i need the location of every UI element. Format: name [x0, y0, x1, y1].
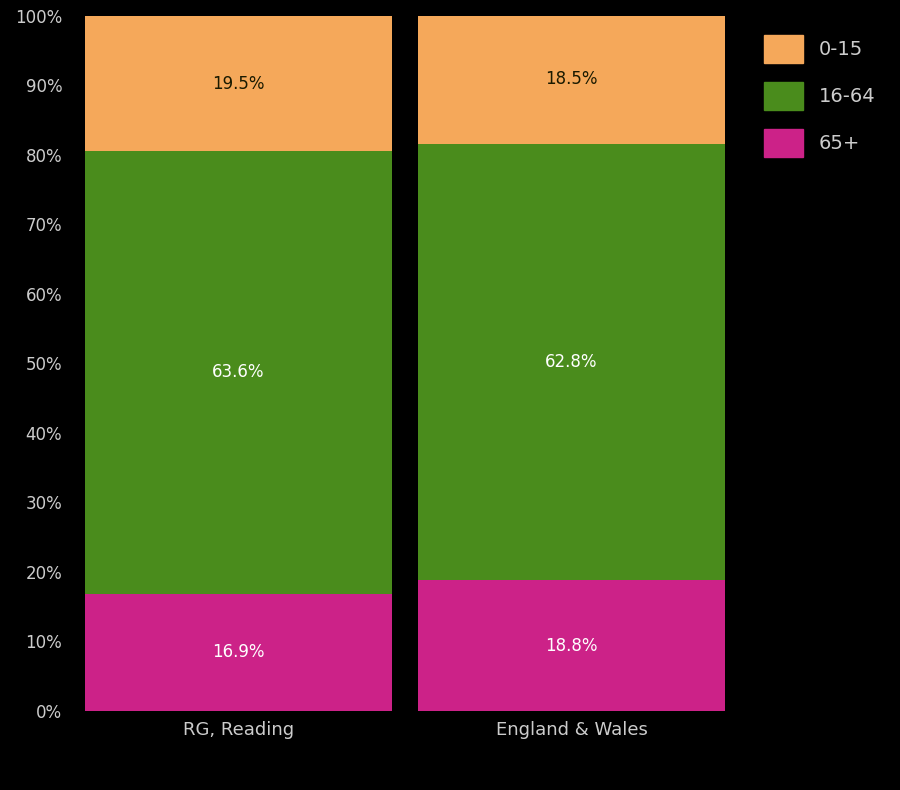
- Bar: [86, 152, 392, 593]
- Bar: [418, 581, 724, 711]
- Text: 19.5%: 19.5%: [212, 74, 265, 92]
- Bar: [86, 16, 392, 152]
- Bar: [86, 593, 392, 711]
- Legend: 0-15, 16-64, 65+: 0-15, 16-64, 65+: [754, 25, 885, 167]
- Text: 62.8%: 62.8%: [545, 353, 598, 371]
- Bar: [418, 15, 724, 144]
- Text: 18.8%: 18.8%: [545, 637, 598, 655]
- Text: 16.9%: 16.9%: [212, 643, 265, 661]
- Text: 18.5%: 18.5%: [545, 70, 598, 88]
- Bar: [418, 144, 724, 581]
- Text: 63.6%: 63.6%: [212, 363, 265, 382]
